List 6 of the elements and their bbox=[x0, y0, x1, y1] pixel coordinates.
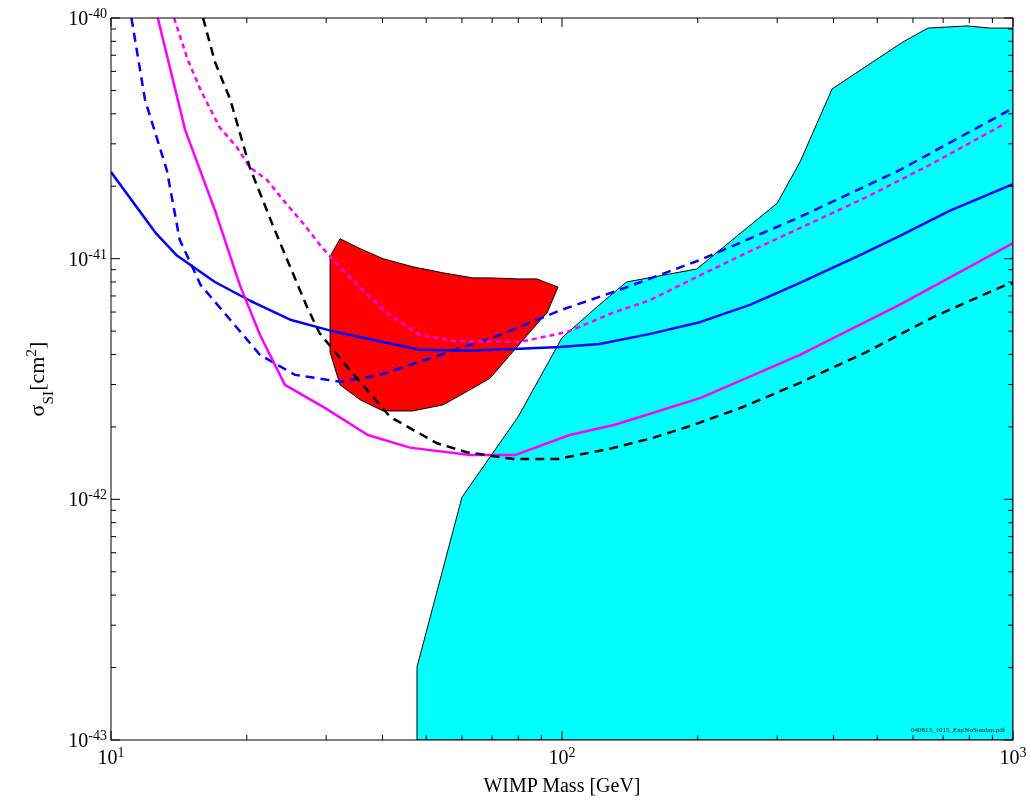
x-tick-label: 10$^{2}$ bbox=[548, 744, 576, 768]
y-tick-label: 10$^{-42}$ bbox=[68, 486, 107, 511]
x-axis-title: WIMP Mass [GeV] bbox=[483, 774, 641, 796]
y-tick-label: 10$^{-41}$ bbox=[68, 246, 107, 270]
y-tick-label: 10$^{-40}$ bbox=[68, 5, 107, 29]
x-tick-label: 10$^{3}$ bbox=[999, 744, 1027, 768]
